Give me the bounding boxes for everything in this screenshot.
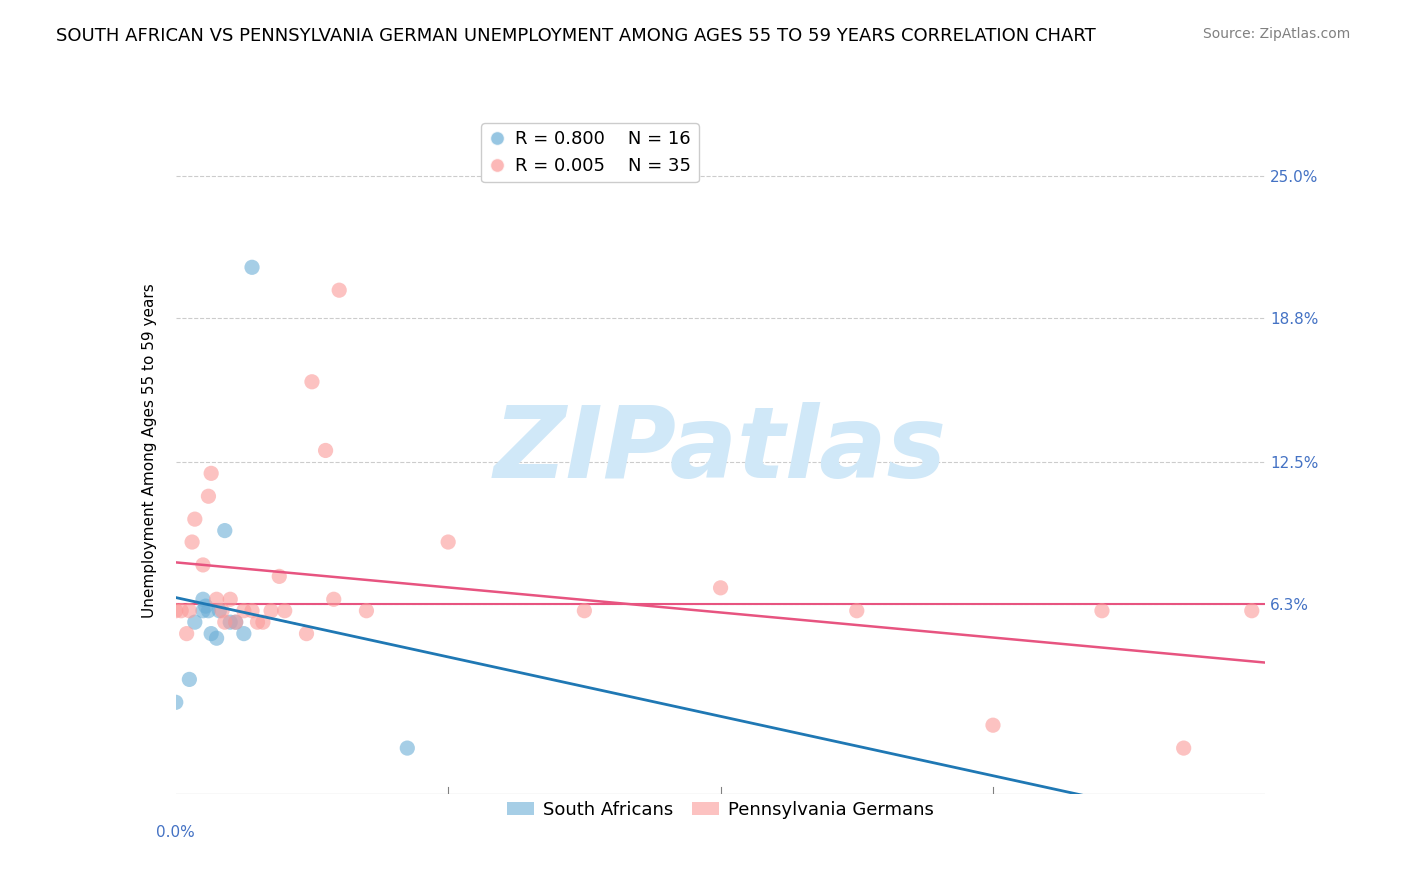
- Point: [574, 604, 596, 618]
- Point: [200, 626, 222, 640]
- Point: [232, 604, 254, 618]
- Text: SOUTH AFRICAN VS PENNSYLVANIA GERMAN UNEMPLOYMENT AMONG AGES 55 TO 59 YEARS CORR: SOUTH AFRICAN VS PENNSYLVANIA GERMAN UNE…: [56, 27, 1097, 45]
- Point: [191, 604, 214, 618]
- Point: [845, 604, 868, 618]
- Point: [274, 604, 297, 618]
- Point: [240, 604, 263, 618]
- Point: [214, 524, 236, 538]
- Point: [232, 626, 254, 640]
- Point: [260, 604, 283, 618]
- Point: [981, 718, 1004, 732]
- Point: [437, 535, 460, 549]
- Point: [181, 535, 204, 549]
- Text: ZIPatlas: ZIPatlas: [494, 402, 948, 499]
- Point: [214, 615, 236, 630]
- Point: [269, 569, 291, 583]
- Point: [179, 604, 201, 618]
- Point: [219, 615, 242, 630]
- Point: [191, 558, 214, 572]
- Point: [184, 615, 207, 630]
- Point: [225, 615, 247, 630]
- Point: [225, 615, 247, 630]
- Y-axis label: Unemployment Among Ages 55 to 59 years: Unemployment Among Ages 55 to 59 years: [142, 283, 157, 618]
- Point: [1240, 604, 1263, 618]
- Point: [396, 741, 419, 756]
- Legend: South Africans, Pennsylvania Germans: South Africans, Pennsylvania Germans: [501, 794, 941, 826]
- Point: [252, 615, 274, 630]
- Point: [710, 581, 733, 595]
- Point: [191, 592, 214, 607]
- Point: [170, 604, 193, 618]
- Point: [322, 592, 344, 607]
- Point: [356, 604, 378, 618]
- Point: [165, 695, 187, 709]
- Point: [205, 592, 228, 607]
- Point: [246, 615, 269, 630]
- Point: [219, 592, 242, 607]
- Point: [165, 604, 187, 618]
- Point: [176, 626, 198, 640]
- Point: [179, 673, 201, 687]
- Point: [197, 489, 219, 503]
- Point: [315, 443, 337, 458]
- Point: [1091, 604, 1114, 618]
- Point: [301, 375, 323, 389]
- Text: Source: ZipAtlas.com: Source: ZipAtlas.com: [1202, 27, 1350, 41]
- Text: 0.0%: 0.0%: [156, 825, 195, 839]
- Point: [205, 631, 228, 645]
- Point: [194, 599, 217, 614]
- Point: [1173, 741, 1195, 756]
- Point: [211, 604, 233, 618]
- Point: [328, 283, 350, 297]
- Point: [240, 260, 263, 275]
- Point: [200, 467, 222, 481]
- Point: [295, 626, 318, 640]
- Point: [184, 512, 207, 526]
- Point: [208, 604, 231, 618]
- Point: [197, 604, 219, 618]
